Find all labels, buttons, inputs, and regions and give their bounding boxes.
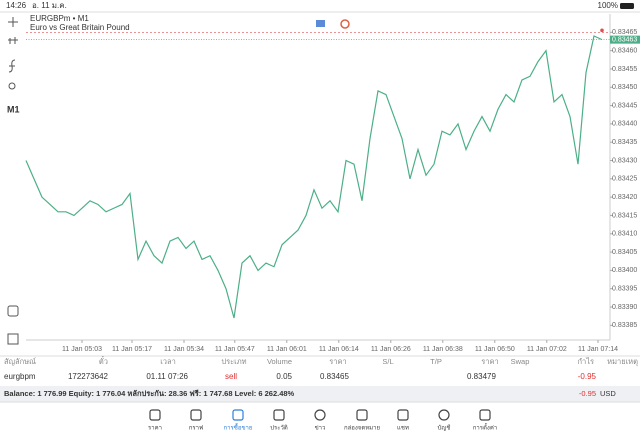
account-summary: Balance: 1 776.99 Equity: 1 776.04 หลักป… <box>4 389 295 398</box>
tab-label[interactable]: การตั้งค่า <box>473 422 497 432</box>
position-open-price: 0.83465 <box>320 372 349 381</box>
tab-icon[interactable] <box>314 409 326 421</box>
column-header: กำไร <box>577 357 594 366</box>
status-time: 14:26 <box>6 1 27 10</box>
chart-title: EURGBPm • M1 <box>30 14 89 23</box>
y-tick-label: 0.83390 <box>612 304 637 311</box>
account-currency: USD <box>600 389 616 398</box>
tab-label[interactable]: การซื้อขาย <box>224 422 253 432</box>
indicators-tool[interactable] <box>8 37 18 44</box>
chart-subtitle: Euro vs Great Britain Pound <box>30 23 130 32</box>
y-tick-label: 0.83460 <box>612 47 637 54</box>
chart-button[interactable] <box>340 19 350 29</box>
y-tick-label: 0.83430 <box>612 157 637 164</box>
column-header: หมายเหตุ <box>607 357 638 366</box>
account-profit: -0.95 <box>579 389 596 398</box>
y-tick-label: 0.83415 <box>612 212 637 219</box>
x-tick-label: 11 Jan 06:14 <box>319 346 359 353</box>
trade-tool[interactable] <box>7 305 19 317</box>
new-order-tool[interactable] <box>7 333 19 345</box>
status-date: อ. 11 ม.ค. <box>32 1 67 10</box>
tab-icon[interactable] <box>273 409 285 421</box>
tab-label[interactable]: ราคา <box>148 425 162 432</box>
y-tick-label: 0.83445 <box>612 102 637 109</box>
crosshair-tool[interactable] <box>8 17 18 27</box>
y-tick-label: 0.83405 <box>612 249 637 256</box>
position-type: sell <box>225 372 237 381</box>
tab-label[interactable]: บัญชี <box>438 424 451 432</box>
battery-icon <box>620 3 634 9</box>
position-ticket: 172273642 <box>68 372 109 381</box>
column-header: Swap <box>511 357 530 366</box>
y-tick-label: 0.83455 <box>612 66 637 73</box>
y-tick-label: 0.83425 <box>612 176 637 183</box>
column-header: สัญลักษณ์ <box>4 357 36 366</box>
x-tick-label: 11 Jan 05:47 <box>215 346 255 353</box>
position-volume: 0.05 <box>276 372 292 381</box>
column-header: T/P <box>430 357 442 366</box>
column-header: เวลา <box>160 357 176 366</box>
x-tick-label: 11 Jan 06:01 <box>267 346 307 353</box>
tab-icon[interactable] <box>149 409 161 421</box>
y-tick-label: 0.83450 <box>612 84 637 91</box>
x-tick-label: 11 Jan 05:03 <box>62 346 102 353</box>
tab-label[interactable]: ข่าว <box>315 425 326 432</box>
account-bar <box>0 386 640 402</box>
timeframe[interactable]: M1 <box>7 104 20 114</box>
tab-icon[interactable] <box>397 409 409 421</box>
column-header: ราคา <box>329 357 346 366</box>
column-header: ประเภท <box>221 357 246 366</box>
chart-button[interactable] <box>316 20 325 27</box>
x-tick-label: 11 Jan 06:38 <box>423 346 463 353</box>
price-line <box>25 35 603 319</box>
tab-icon[interactable] <box>232 409 244 421</box>
column-header: Volume <box>267 357 292 366</box>
x-tick-label: 11 Jan 07:14 <box>578 346 618 353</box>
bid-label: 0.83463 <box>612 36 637 43</box>
bid-tag <box>610 35 640 44</box>
y-tick-label: 0.83465 <box>612 29 637 36</box>
column-header: ราคา <box>481 357 498 366</box>
position-time: 01.11 07:26 <box>146 372 188 381</box>
tab-icon[interactable] <box>438 409 450 421</box>
x-tick-label: 11 Jan 06:26 <box>371 346 411 353</box>
status-battery: 100% <box>598 1 618 10</box>
objects-tool[interactable] <box>8 82 16 90</box>
tab-label[interactable]: ประวัติ <box>270 425 288 432</box>
x-tick-label: 11 Jan 05:34 <box>164 346 204 353</box>
y-tick-label: 0.83440 <box>612 121 637 128</box>
column-header: S/L <box>382 357 393 366</box>
position-price: 0.83479 <box>467 372 496 381</box>
tab-icon[interactable] <box>479 409 491 421</box>
y-tick-label: 0.83435 <box>612 139 637 146</box>
tab-label[interactable]: แชท <box>397 425 409 432</box>
order-marker <box>600 28 604 33</box>
tab-icon[interactable] <box>356 409 368 421</box>
y-tick-label: 0.83420 <box>612 194 637 201</box>
y-tick-label: 0.83400 <box>612 267 637 274</box>
position-profit: -0.95 <box>578 372 597 381</box>
functions-tool[interactable] <box>8 59 16 73</box>
y-tick-label: 0.83385 <box>612 322 637 329</box>
tab-label[interactable]: กล่องจดหมาย <box>344 425 380 432</box>
x-tick-label: 11 Jan 07:02 <box>527 346 567 353</box>
x-tick-label: 11 Jan 05:17 <box>112 346 152 353</box>
y-tick-label: 0.83395 <box>612 286 637 293</box>
tab-icon[interactable] <box>190 409 202 421</box>
tab-label[interactable]: กราฟ <box>189 425 203 432</box>
y-tick-label: 0.83410 <box>612 231 637 238</box>
x-tick-label: 11 Jan 06:50 <box>475 346 515 353</box>
position-symbol: eurgbpm <box>4 372 36 381</box>
column-header: ตั๋ว <box>99 356 108 366</box>
